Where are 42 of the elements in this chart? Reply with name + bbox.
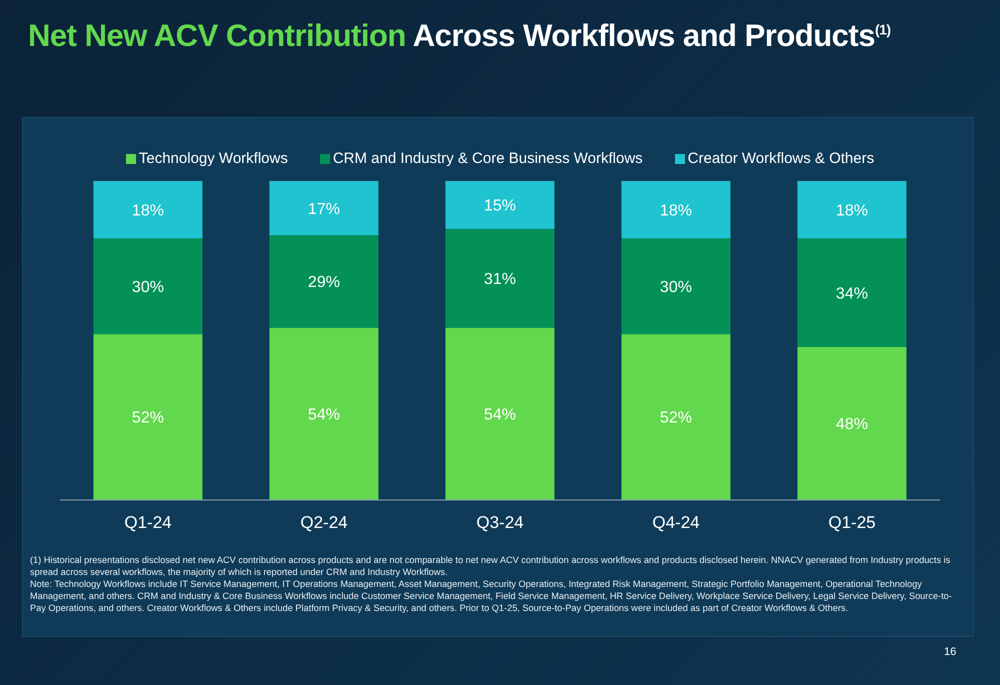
data-label: 30% — [660, 278, 692, 296]
bar — [269, 328, 378, 500]
data-label: 18% — [660, 202, 692, 220]
bar — [621, 334, 730, 500]
text: (1) Historical presentations disclosed net new ACV contribution across products and are not comparable to net new ACV contribution across workflows and products disclosed herein. NNACV generated from Industry products is spread across several workflows, the majority of which is reported under CRM and Industry Workflows. — [30, 555, 952, 579]
x-tick-label: Q1-25 — [828, 513, 876, 532]
data-label: 31% — [484, 270, 516, 288]
data-label: 17% — [308, 200, 340, 218]
bar — [797, 346, 906, 500]
data-label: 48% — [836, 416, 868, 434]
bar — [621, 181, 730, 238]
data-label: 52% — [660, 410, 692, 427]
legend-label: Technology Workflows — [138, 150, 288, 167]
bar — [445, 228, 554, 328]
data-label: 18% — [132, 202, 164, 220]
data-label: 52% — [132, 410, 164, 427]
x-tick-label: Q1-24 — [124, 513, 172, 532]
bar — [269, 181, 378, 236]
bar — [93, 238, 202, 334]
chart-title: Net New ACV Contribution Across Workflows and Products$^{(1)}$ — [28, 18, 891, 53]
data-label: 29% — [308, 274, 340, 292]
bar — [445, 328, 554, 500]
bar — [93, 334, 202, 500]
text: Note: Technology Workflows include IT Service Management, IT Operations Management, Asset Management, Security Operations, Integrated Risk Management, Strategic Portfolio Management, Operational Technology Management, and others. CRM and Industry & Core Business Workflows include Customer Service Management, Field Service Management, HR Service Delivery, Workplace Service Delivery, Legal Service Delivery, Source-to-Pay Operations, and others. Creator Workflows & Others include Platform Privacy & Security, and others. Prior to Q1-25, Source-to-Pay Operations were included as part of Creator Workflows & Others. — [30, 578, 953, 615]
bar — [93, 181, 202, 238]
bar — [797, 238, 906, 347]
data-label: 15% — [484, 198, 516, 215]
bar — [445, 181, 554, 229]
data-label: 18% — [836, 202, 868, 220]
data-label: 54% — [484, 406, 516, 424]
data-label: 34% — [836, 285, 868, 302]
bar — [797, 181, 906, 238]
bar — [269, 235, 378, 328]
x-tick-label: Q4-24 — [652, 513, 700, 532]
bar — [621, 238, 730, 334]
legend-label: CRM and Industry & Core Business Workflows — [332, 150, 643, 167]
legend-label: Creator Workflows & Others — [686, 150, 874, 167]
data-label: 54% — [308, 406, 340, 424]
data-label: 30% — [132, 278, 164, 296]
text: 16 — [944, 646, 956, 658]
x-tick-label: Q3-24 — [476, 513, 524, 532]
x-tick-label: Q2-24 — [300, 513, 348, 532]
